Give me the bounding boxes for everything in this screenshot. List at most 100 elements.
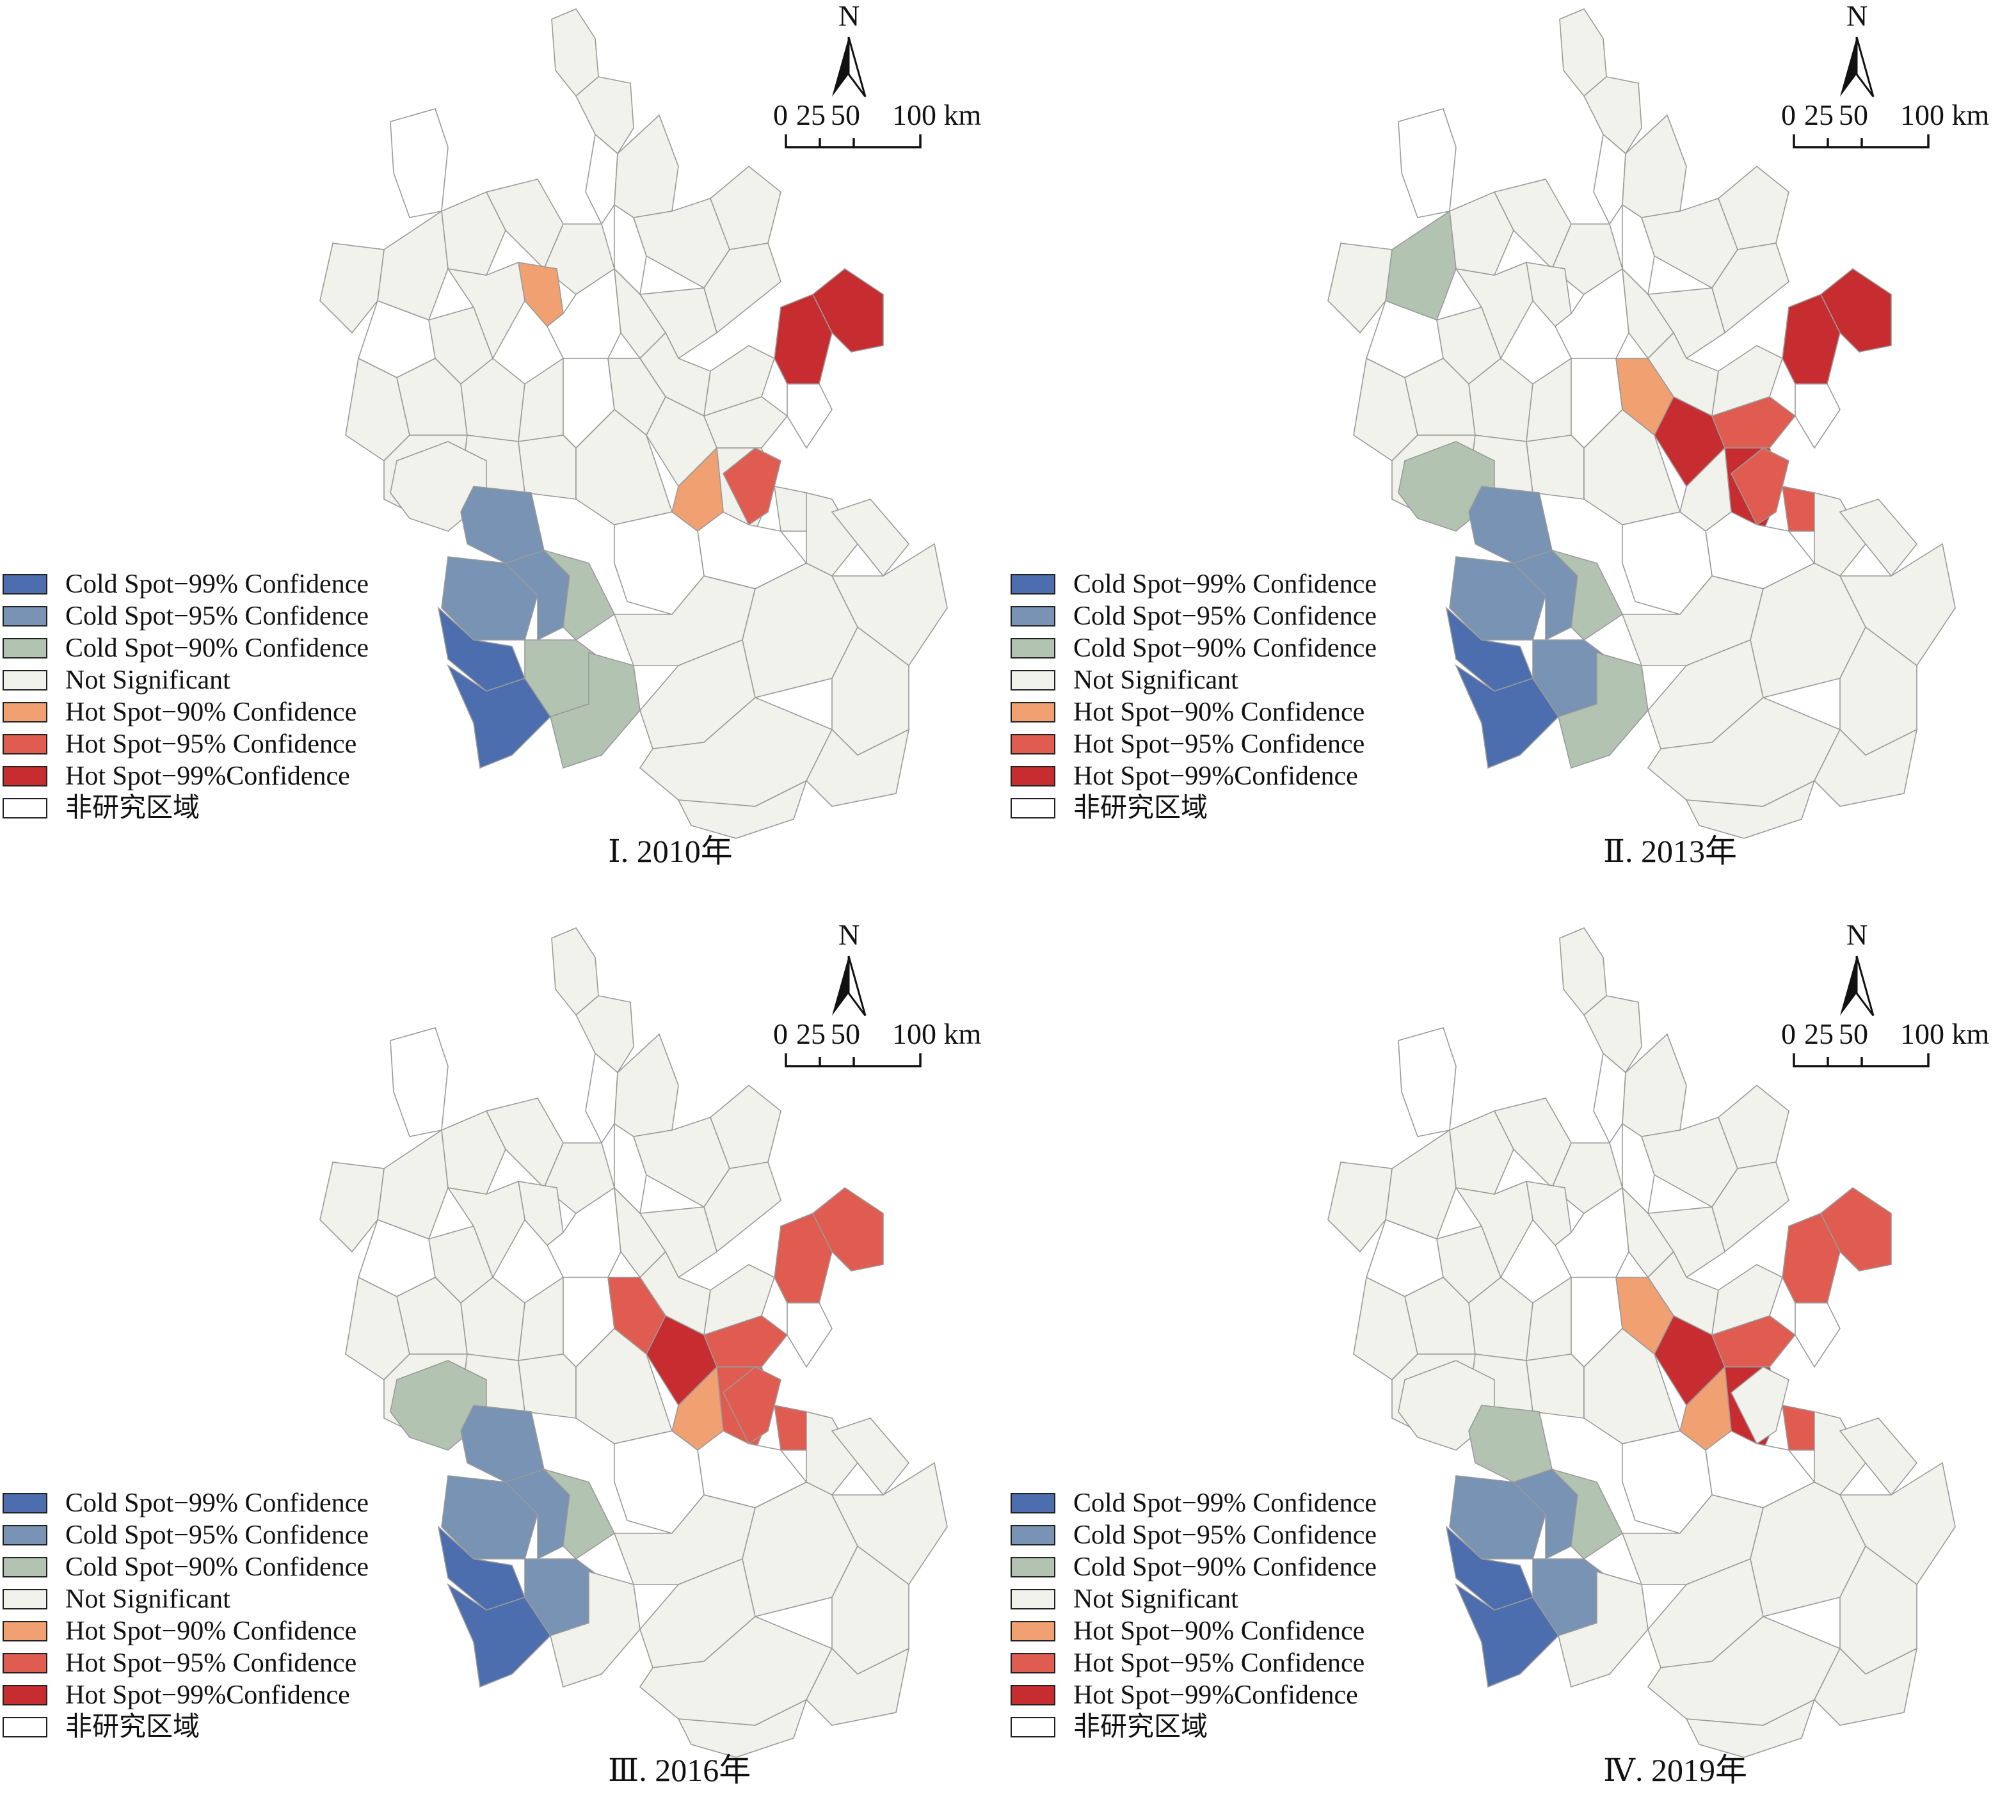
legend-label: Hot Spot−95% Confidence: [1073, 730, 1365, 759]
legend-item-cold90: Cold Spot−90% Confidence: [1011, 1551, 1377, 1583]
legend-label: 非研究区域: [65, 794, 200, 823]
legend-item-cold90: Cold Spot−90% Confidence: [1011, 632, 1377, 664]
legend-swatch: [1011, 574, 1055, 595]
county-w1-none: [585, 133, 618, 225]
county-c55-ns: [677, 1698, 808, 1758]
county-c16-ns: [703, 1161, 781, 1253]
legend-item-hot95: Hot Spot−95% Confidence: [1011, 1647, 1377, 1679]
legend-item-ns: Not Significant: [3, 664, 369, 696]
panel-caption: Ⅱ. 2013年: [1603, 833, 1737, 869]
county-c9-ns: [1718, 1084, 1789, 1169]
choropleth-map: [319, 927, 948, 1758]
legend-swatch: [3, 606, 47, 627]
choropleth-map: [1327, 927, 1956, 1758]
scale-bar: [785, 1053, 922, 1067]
legend-item-cold99: Cold Spot−99% Confidence: [1011, 568, 1377, 600]
legend-item-none: 非研究区域: [1011, 792, 1377, 824]
county-w3-none: [1622, 1122, 1655, 1215]
county-c13-ns: [1455, 1180, 1533, 1279]
legend-item-hot99: Hot Spot−99%Confidence: [3, 1679, 369, 1711]
county-c31-hot99: [812, 268, 884, 353]
county-c20-ns: [1526, 357, 1572, 442]
county-c16-ns: [1711, 1161, 1789, 1253]
legend-swatch: [3, 1685, 47, 1705]
legend-item-cold99: Cold Spot−99% Confidence: [3, 1487, 369, 1519]
legend-item-none: 非研究区域: [1011, 1711, 1377, 1743]
legend-label: Hot Spot−99%Confidence: [65, 762, 350, 791]
county-w7-none: [787, 383, 833, 449]
county-c37-ns: [1814, 491, 1866, 577]
county-c13-ns: [447, 261, 525, 360]
county-c15-ns: [639, 1206, 717, 1279]
legend-swatch: [1011, 798, 1055, 818]
legend-item-cold95: Cold Spot−95% Confidence: [3, 1519, 369, 1551]
legend-swatch: [3, 670, 47, 690]
choropleth-map: [1327, 8, 1956, 839]
legend-swatch: [3, 1557, 47, 1577]
legend-swatch: [1011, 1589, 1055, 1609]
county-c44-cold99: [447, 1583, 552, 1688]
north-arrow-icon: [832, 36, 867, 97]
county-c44-cold99: [447, 664, 552, 769]
county-c37-ns: [1814, 1410, 1866, 1496]
scale-bar: [785, 134, 922, 148]
scale-tick-25: 25: [1804, 1018, 1834, 1050]
legend-swatch: [3, 1621, 47, 1641]
legend-item-cold95: Cold Spot−95% Confidence: [1011, 1519, 1377, 1551]
legend-label: Hot Spot−90% Confidence: [1073, 698, 1365, 727]
legend-item-hot90: Hot Spot−90% Confidence: [3, 1615, 369, 1647]
legend-label: Not Significant: [1073, 666, 1238, 695]
county-w1-none: [1593, 133, 1626, 225]
legend-swatch: [1011, 734, 1055, 754]
county-c13-ns: [1455, 261, 1533, 360]
county-c40-cold90: [1468, 1405, 1553, 1483]
county-c12-hot90: [518, 262, 564, 328]
county-c10-ns: [1327, 243, 1393, 334]
county-c10-ns: [319, 243, 385, 334]
county-c20-ns: [518, 357, 564, 442]
scale-tick-100: 100 km: [1900, 99, 1990, 131]
legend-swatch: [1011, 1493, 1055, 1513]
scale-tick-0: 0: [773, 1018, 788, 1050]
legend: Cold Spot−99% Confidence Cold Spot−95% Co…: [3, 568, 369, 824]
county-w7-none: [1795, 1302, 1841, 1368]
county-w2-none: [390, 108, 449, 218]
legend-item-cold90: Cold Spot−90% Confidence: [3, 1551, 369, 1583]
scale-tick-25: 25: [796, 1018, 826, 1050]
choropleth-map: [319, 8, 948, 839]
legend-label: Not Significant: [65, 1585, 230, 1614]
legend-swatch: [3, 638, 47, 659]
legend-label: Cold Spot−95% Confidence: [65, 602, 369, 631]
county-c44-cold99: [1455, 1583, 1560, 1688]
legend-swatch: [1011, 1717, 1055, 1737]
county-c44-cold99: [1455, 664, 1560, 769]
county-c31-hot95: [1820, 1187, 1892, 1272]
county-c55-ns: [677, 779, 808, 839]
county-c26-hot95: [1711, 396, 1796, 449]
county-w7-none: [1795, 383, 1841, 449]
legend-label: Hot Spot−99%Confidence: [65, 1680, 350, 1710]
legend-label: Not Significant: [65, 666, 230, 695]
legend-label: Cold Spot−99% Confidence: [65, 570, 369, 599]
scale-tick-25: 25: [1804, 99, 1834, 131]
north-label: N: [838, 0, 860, 32]
legend-swatch: [3, 1653, 47, 1673]
legend-swatch: [3, 1493, 47, 1513]
legend-label: Hot Spot−90% Confidence: [65, 698, 357, 727]
legend-swatch: [3, 1525, 47, 1545]
county-c40-cold95: [460, 1405, 545, 1483]
scale-tick-50: 50: [831, 99, 860, 131]
north-arrow-icon: [1840, 36, 1875, 97]
legend-label: 非研究区域: [1073, 1712, 1208, 1742]
legend: Cold Spot−99% Confidence Cold Spot−95% Co…: [1011, 1487, 1377, 1743]
map-panel-2019: N 0 25 50 100 km Cold Spot−99% Confidenc…: [1008, 919, 2016, 1820]
legend-swatch: [1011, 1685, 1055, 1705]
legend-swatch: [3, 798, 47, 818]
legend-label: Cold Spot−99% Confidence: [1073, 570, 1377, 599]
legend: Cold Spot−99% Confidence Cold Spot−95% Co…: [3, 1487, 369, 1743]
county-c5-ns: [1385, 1129, 1457, 1240]
scale-tick-50: 50: [1839, 1018, 1868, 1050]
map-panel-2016: N 0 25 50 100 km Cold Spot−99% Confidenc…: [0, 919, 1008, 1820]
legend-label: Cold Spot−95% Confidence: [65, 1521, 369, 1550]
legend-swatch: [1011, 1653, 1055, 1673]
